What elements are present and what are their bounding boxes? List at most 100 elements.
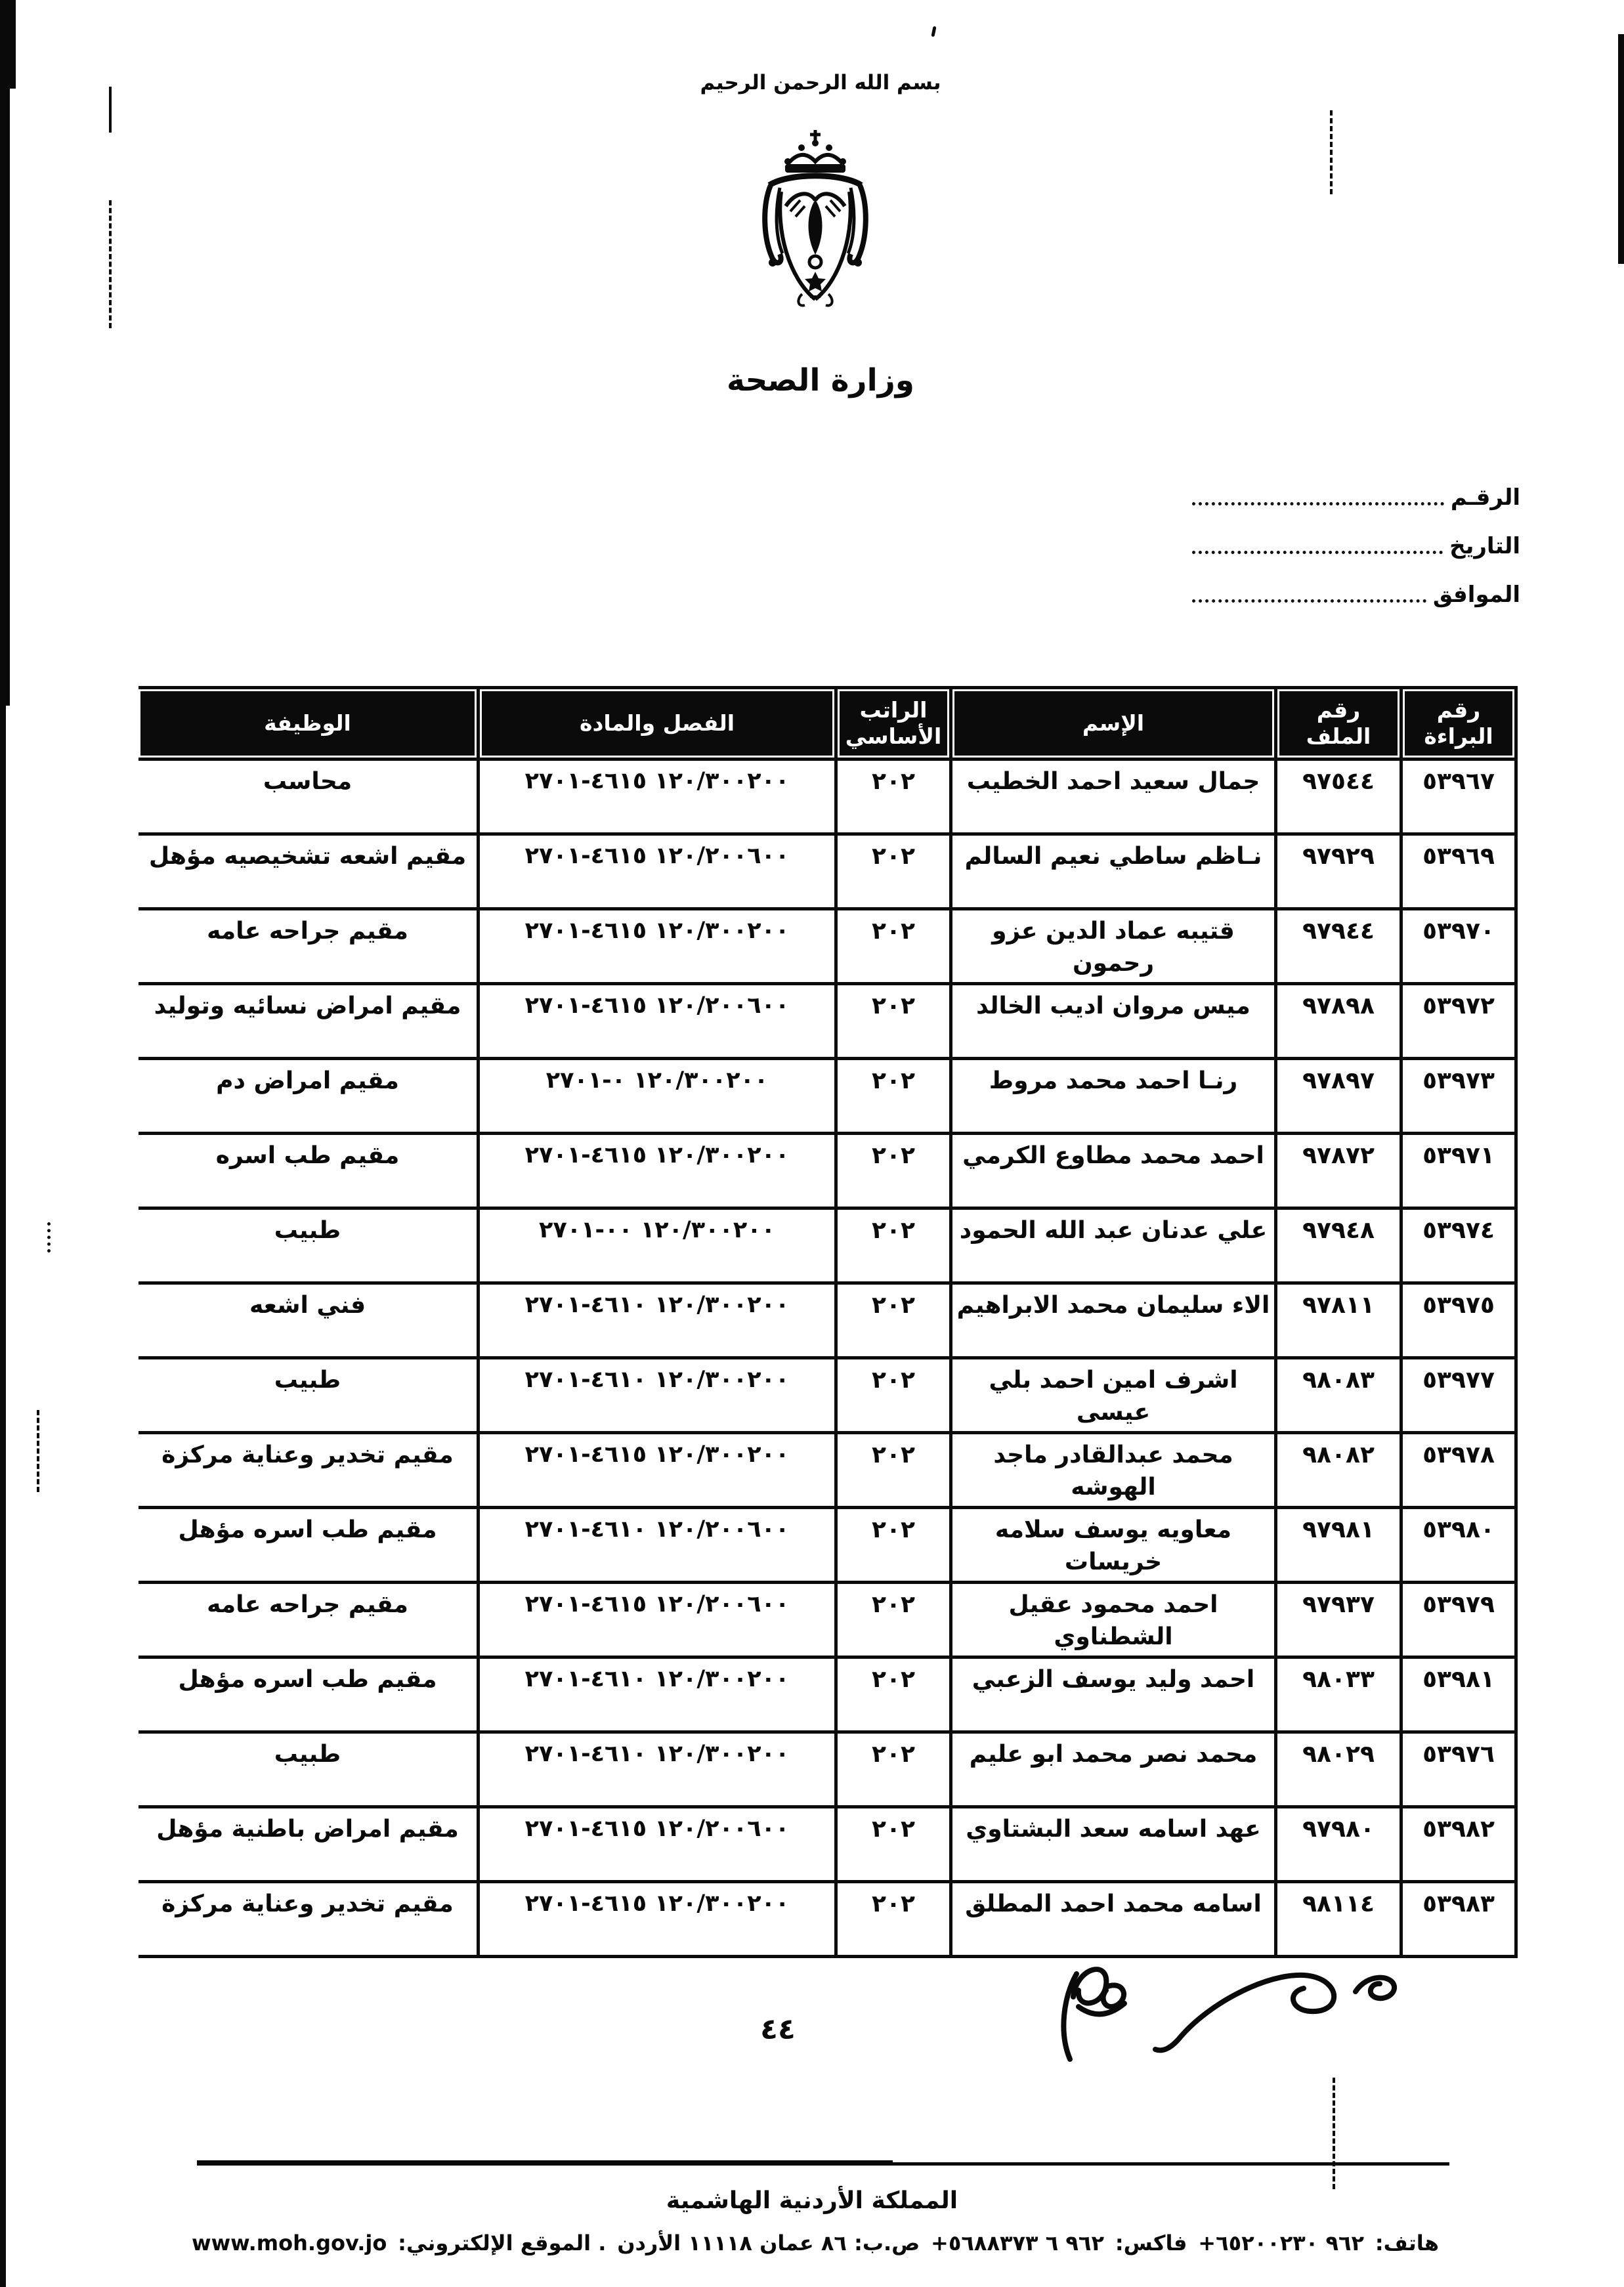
- scan-edge-right: [1618, 34, 1624, 264]
- cell-certificate-no: ٥٣٩٨٣: [1403, 1883, 1514, 1955]
- cell-basic-salary: ٢٠٢: [838, 1509, 949, 1581]
- cell-chapter-article: ١٢٠/٣٠٠٢٠٠ ٤٦١٠-٢٧٠١: [480, 1734, 834, 1805]
- cell-job: مقيم جراحه عامه: [139, 1584, 477, 1656]
- website-url: www.moh.gov.jo: [192, 2231, 387, 2255]
- cell-file-no: ٩٧٩٣٧: [1277, 1584, 1400, 1656]
- scan-edge-left: [0, 0, 6, 2287]
- cell-certificate-no: ٥٣٩٧٠: [1403, 910, 1514, 982]
- ref-corresponding-label: الموافق: [1432, 581, 1520, 608]
- scan-mark-dashes: [1333, 2078, 1335, 2189]
- cell-file-no: ٩٨٠٢٩: [1277, 1734, 1400, 1805]
- cell-file-no: ٩٧٨٧٢: [1277, 1135, 1400, 1207]
- cell-certificate-no: ٥٣٩٧٨: [1403, 1434, 1514, 1506]
- cell-job: مقيم امراض باطنية مؤهل: [139, 1808, 477, 1880]
- cell-basic-salary: ٢٠٢: [838, 1883, 949, 1955]
- cell-job: فني اشعه: [139, 1285, 477, 1356]
- scan-edge-left-mid: [6, 89, 10, 706]
- cell-file-no: ٩٨١١٤: [1277, 1883, 1400, 1955]
- column-header-name: الإسم: [952, 689, 1274, 758]
- cell-job: مقيم طب اسره مؤهل: [139, 1659, 477, 1730]
- cell-file-no: ٩٧٩٨١: [1277, 1509, 1400, 1581]
- ref-field-number: الرقـم: [1192, 481, 1520, 510]
- cell-chapter-article: ١٢٠/٣٠٠٢٠٠ ٤٦١٥-٢٧٠١: [480, 1135, 834, 1207]
- cell-basic-salary: ٢٠٢: [838, 836, 949, 907]
- cell-chapter-article: ١٢٠/٣٠٠٢٠٠ ٤٦١٠-٢٧٠١: [480, 1285, 834, 1356]
- cell-name: محمد عبدالقادر ماجد الهوشه: [952, 1434, 1274, 1506]
- cell-job: مقيم تخدير وعناية مركزة: [139, 1434, 477, 1506]
- cell-basic-salary: ٢٠٢: [838, 1659, 949, 1730]
- website-label: . الموقع الإلكتروني:: [398, 2231, 607, 2255]
- cell-file-no: ٩٧٩٤٤: [1277, 910, 1400, 982]
- cell-name: الاء سليمان محمد الابراهيم: [952, 1285, 1274, 1356]
- cell-name: محمد نصر محمد ابو عليم: [952, 1734, 1274, 1805]
- ref-field-date: التاريخ: [1192, 530, 1520, 559]
- phone-label: هاتف:: [1375, 2231, 1439, 2255]
- cell-name: قتيبه عماد الدين عزو رحمون: [952, 910, 1274, 982]
- pobox-address: ص.ب: ٨٦ عمان ١١١١٨ الأردن: [617, 2231, 920, 2255]
- cell-job: مقيم تخدير وعناية مركزة: [139, 1883, 477, 1955]
- employee-table: رقم البراءة رقم الملف الإسم الراتب الأسا…: [139, 686, 1518, 1958]
- cell-file-no: ٩٧٨١١: [1277, 1285, 1400, 1356]
- cell-job: مقيم امراض نسائيه وتوليد: [139, 985, 477, 1057]
- column-header-basic-salary: الراتب الأساسي: [838, 689, 949, 758]
- cell-job: مقيم طب اسره: [139, 1135, 477, 1207]
- fax-label: فاكس:: [1115, 2231, 1187, 2255]
- cell-name: احمد وليد يوسف الزعبي: [952, 1659, 1274, 1730]
- scan-mark-dashes: [109, 200, 112, 328]
- cell-chapter-article: ١٢٠/٢٠٠٦٠٠ ٤٦١٥-٢٧٠١: [480, 985, 834, 1057]
- cell-certificate-no: ٥٣٩٧٢: [1403, 985, 1514, 1057]
- cell-basic-salary: ٢٠٢: [838, 1359, 949, 1431]
- dotted-leader: [1192, 599, 1426, 603]
- cell-name: احمد محمود عقيل الشطناوي: [952, 1584, 1274, 1656]
- cell-name: جمال سعيد احمد الخطيب: [952, 761, 1274, 832]
- ministry-title-calligraphy: وزارة الصحة: [727, 362, 914, 398]
- column-header-file-no: رقم الملف: [1277, 689, 1400, 758]
- cell-basic-salary: ٢٠٢: [838, 1210, 949, 1281]
- cell-job: مقيم امراض دم: [139, 1060, 477, 1132]
- cell-certificate-no: ٥٣٩٨١: [1403, 1659, 1514, 1730]
- cell-basic-salary: ٢٠٢: [838, 1808, 949, 1880]
- scan-mark-dashes: [1330, 110, 1333, 194]
- cell-job: طبيب: [139, 1210, 477, 1281]
- cell-file-no: ٩٨٠٣٣: [1277, 1659, 1400, 1730]
- cell-certificate-no: ٥٣٩٧٤: [1403, 1210, 1514, 1281]
- cell-chapter-article: ١٢٠/٣٠٠٢٠٠ ٤٦١٥-٢٧٠١: [480, 1883, 834, 1955]
- footer-kingdom-title: المملكة الأردنية الهاشمية: [666, 2187, 958, 2214]
- ref-number-label: الرقـم: [1450, 484, 1520, 511]
- cell-certificate-no: ٥٣٩٧١: [1403, 1135, 1514, 1207]
- cell-job: طبيب: [139, 1734, 477, 1805]
- scan-mark-dashes: [37, 1410, 39, 1492]
- scan-edge-left-top: [0, 0, 16, 89]
- cell-certificate-no: ٥٣٩٨٢: [1403, 1808, 1514, 1880]
- footer-rule: [197, 2160, 893, 2166]
- jordan-coat-of-arms-icon: [750, 126, 881, 330]
- cell-certificate-no: ٥٣٩٧٥: [1403, 1285, 1514, 1356]
- signature-icon: [1014, 1951, 1434, 2082]
- cell-certificate-no: ٥٣٩٦٧: [1403, 761, 1514, 832]
- ref-field-corresponding: الموافق: [1192, 578, 1520, 607]
- cell-file-no: ٩٨٠٨٢: [1277, 1434, 1400, 1506]
- cell-basic-salary: ٢٠٢: [838, 985, 949, 1057]
- fax-number: +٩٦٢ ٦ ٥٦٨٨٣٧٣: [931, 2231, 1104, 2255]
- cell-chapter-article: ١٢٠/٣٠٠٢٠٠ ٤٦١٠-٢٧٠١: [480, 1659, 834, 1730]
- cell-job: محاسب: [139, 761, 477, 832]
- dotted-leader: [1192, 551, 1443, 554]
- cell-chapter-article: ١٢٠/٣٠٠٢٠٠ ٠-٢٧٠١: [480, 1060, 834, 1132]
- cell-certificate-no: ٥٣٩٧٣: [1403, 1060, 1514, 1132]
- cell-job: مقيم طب اسره مؤهل: [139, 1509, 477, 1581]
- cell-file-no: ٩٨٠٨٣: [1277, 1359, 1400, 1431]
- scan-mark-line: [109, 87, 112, 133]
- page-number: ٤٤: [760, 2013, 796, 2046]
- column-header-job: الوظيفة: [139, 689, 477, 758]
- cell-name: ميس مروان اديب الخالد: [952, 985, 1274, 1057]
- cell-chapter-article: ١٢٠/٣٠٠٢٠٠ ٤٦١٥-٢٧٠١: [480, 761, 834, 832]
- cell-chapter-article: ١٢٠/٣٠٠٢٠٠ ٤٦١٥-٢٧٠١: [480, 910, 834, 982]
- scan-mark-speck: [931, 26, 937, 37]
- cell-file-no: ٩٧٨٩٧: [1277, 1060, 1400, 1132]
- cell-basic-salary: ٢٠٢: [838, 910, 949, 982]
- footer-rule: [880, 2162, 1449, 2166]
- bismillah-calligraphy: بسم الله الرحمن الرحيم: [700, 71, 941, 95]
- column-header-certificate-no: رقم البراءة: [1403, 689, 1514, 758]
- cell-certificate-no: ٥٣٩٨٠: [1403, 1509, 1514, 1581]
